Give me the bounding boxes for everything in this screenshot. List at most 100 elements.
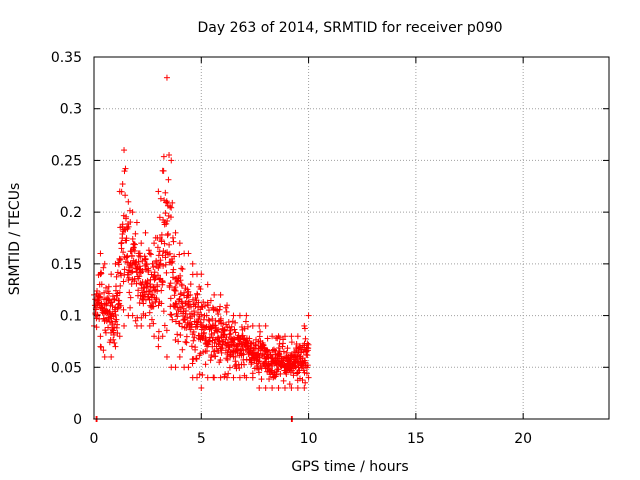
- data-point: [176, 251, 183, 258]
- data-point: [256, 384, 263, 391]
- data-point: [246, 335, 253, 342]
- y-tick-label: 0.15: [51, 257, 82, 273]
- data-point: [109, 303, 116, 310]
- data-point: [225, 319, 232, 326]
- data-point: [192, 303, 199, 310]
- data-point: [298, 349, 305, 356]
- data-point: [288, 339, 295, 346]
- data-point: [288, 333, 295, 340]
- data-point: [150, 303, 157, 310]
- data-point: [168, 204, 175, 211]
- data-point: [158, 287, 165, 294]
- data-point: [202, 361, 209, 368]
- data-point: [189, 260, 196, 267]
- data-point: [111, 296, 118, 303]
- data-point: [121, 322, 128, 329]
- data-point: [165, 230, 172, 237]
- data-point: [262, 322, 269, 329]
- data-point: [119, 231, 126, 238]
- data-point: [162, 210, 169, 217]
- data-point: [252, 341, 259, 348]
- data-point: [116, 257, 123, 264]
- data-point: [146, 322, 153, 329]
- data-point: [270, 347, 277, 354]
- data-point: [170, 266, 177, 273]
- data-point: [169, 199, 176, 206]
- data-point: [119, 221, 126, 228]
- data-point: [102, 284, 109, 291]
- data-point: [102, 329, 109, 336]
- data-point: [275, 345, 282, 352]
- data-point: [140, 300, 147, 307]
- data-point: [201, 303, 208, 310]
- data-point: [222, 371, 229, 378]
- data-point: [283, 371, 290, 378]
- data-point: [123, 235, 130, 242]
- data-point: [167, 280, 174, 287]
- data-point: [125, 274, 132, 281]
- y-axis-label: SRMTID / TECUs: [7, 183, 23, 296]
- data-point: [111, 339, 118, 346]
- data-point: [280, 348, 287, 355]
- data-point: [120, 278, 127, 285]
- data-point: [292, 363, 299, 370]
- data-point: [114, 321, 121, 328]
- data-point: [101, 353, 108, 360]
- data-point: [176, 320, 183, 327]
- data-point: [286, 381, 293, 388]
- y-tick-label: 0: [73, 412, 82, 428]
- data-point: [150, 320, 157, 327]
- data-point: [178, 265, 185, 272]
- data-point: [190, 328, 197, 335]
- data-point: [187, 281, 194, 288]
- data-point: [164, 232, 171, 239]
- data-point: [302, 335, 309, 342]
- data-point: [174, 331, 181, 338]
- data-point: [194, 323, 201, 330]
- data-point: [108, 353, 115, 360]
- data-point: [112, 343, 119, 350]
- data-point: [206, 338, 213, 345]
- data-point: [171, 292, 178, 299]
- data-point: [275, 333, 282, 340]
- data-point: [179, 282, 186, 289]
- data-point: [257, 328, 264, 335]
- data-point: [127, 294, 134, 301]
- data-point: [119, 181, 126, 188]
- data-point: [167, 295, 174, 302]
- data-point: [146, 309, 153, 316]
- data-point: [116, 289, 123, 296]
- data-point: [98, 281, 105, 288]
- data-point: [204, 374, 211, 381]
- data-point: [217, 357, 224, 364]
- data-point: [301, 384, 308, 391]
- data-point: [108, 298, 115, 305]
- data-point: [139, 258, 146, 265]
- grid-lines: [94, 57, 609, 419]
- data-point: [105, 283, 112, 290]
- data-point: [110, 331, 117, 338]
- data-point: [281, 384, 288, 391]
- data-point: [136, 299, 143, 306]
- data-point: [228, 323, 235, 330]
- data-point: [290, 372, 297, 379]
- data-point: [223, 334, 230, 341]
- data-point: [236, 374, 243, 381]
- data-point: [132, 317, 139, 324]
- data-point: [163, 74, 170, 81]
- data-point: [197, 350, 204, 357]
- axis-ticks: 0 0.05 0.1 0.15 0.2 0.25 0.3 0.35 0 5 10 15 20: [51, 50, 609, 447]
- data-point: [258, 376, 265, 383]
- data-point: [161, 240, 168, 247]
- data-point: [122, 215, 129, 222]
- data-point: [167, 203, 174, 210]
- data-point: [277, 370, 284, 377]
- data-point: [159, 279, 166, 286]
- data-point: [172, 364, 179, 371]
- data-point: [303, 348, 310, 355]
- data-point: [163, 220, 170, 227]
- data-point: [275, 384, 282, 391]
- data-point: [176, 295, 183, 302]
- data-point: [185, 250, 192, 257]
- data-point: [196, 371, 203, 378]
